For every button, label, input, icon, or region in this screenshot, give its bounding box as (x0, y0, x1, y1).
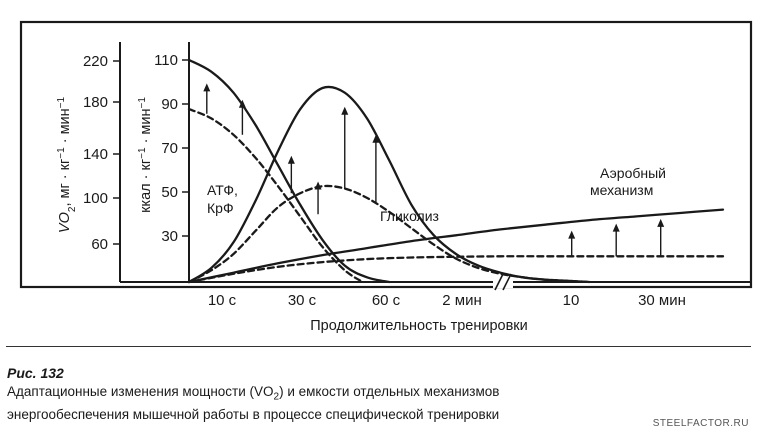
series-line-1 (187, 107, 364, 284)
atp-annotation: КрФ (207, 200, 234, 216)
y-right-label: ккал · кг−1 · мин−1 (137, 97, 155, 213)
aerobic-annotation: механизм (590, 182, 653, 198)
adaptation-arrow (287, 155, 295, 194)
series-line-3 (187, 184, 591, 284)
x-tick: 2 мин (442, 292, 482, 309)
y-left-label: VO2, мг · кг−1 · мин−1 (56, 96, 78, 233)
chart: 220 180 140 100 60 110 90 70 50 30 VO2, … (19, 20, 753, 334)
y-left-tick: 180 (83, 94, 108, 111)
series-line-4 (187, 208, 725, 284)
y-right-tick: 70 (161, 140, 178, 157)
x-tick: 60 с (372, 292, 401, 309)
figure-caption: Адаптационные изменения мощности (VO2) и… (7, 383, 707, 423)
series-line-5 (187, 255, 725, 284)
y-right-tick: 30 (161, 228, 178, 245)
adaptation-arrow (238, 99, 246, 135)
y-right-tick: 110 (154, 52, 178, 69)
x-axis-label: Продолжительность тренировки (310, 318, 527, 334)
y-right-tick: 50 (161, 184, 178, 201)
adaptation-arrow (203, 83, 211, 114)
caption-line1-b: ) и емкости отдельных механизмов (279, 384, 500, 399)
caption-line2: энергообеспечения мышечной работы в проц… (7, 406, 500, 422)
right-ticks: 110 90 70 50 30 (154, 52, 189, 245)
caption-separator (6, 346, 751, 347)
adaptation-arrow (372, 134, 380, 203)
series-line-0 (187, 58, 391, 284)
adaptation-arrow (568, 230, 576, 257)
y-left-tick: 60 (91, 236, 108, 253)
x-tick: 10 (563, 292, 580, 309)
caption-line1-a: Адаптационные изменения мощности (VO (7, 384, 274, 399)
caption-line1-sub: 2 (273, 391, 280, 403)
left-ticks: 220 180 140 100 60 (83, 53, 120, 253)
series-layer (187, 58, 725, 284)
axis-break-mark (493, 273, 513, 291)
aerobic-annotation: Аэробный (600, 165, 666, 181)
adaptation-arrow (612, 223, 620, 257)
y-left-tick: 140 (83, 146, 108, 163)
figure-number: Рис. 132 (7, 365, 64, 381)
y-left-tick: 220 (83, 53, 108, 70)
x-tick: 10 с (208, 292, 237, 309)
watermark: STEELFACTOR.RU (652, 418, 749, 429)
plot-frame (19, 20, 753, 289)
y-right-tick: 90 (161, 96, 178, 113)
glycolysis-annotation: Гликолиз (380, 208, 439, 224)
adaptation-arrow (341, 106, 349, 189)
atp-annotation: АТФ, (207, 182, 238, 198)
x-tick: 30 с (288, 292, 317, 309)
x-tick: 30 мин (638, 292, 686, 309)
adaptation-arrow (657, 218, 665, 257)
y-left-tick: 100 (83, 190, 108, 207)
adaptation-arrow (314, 181, 322, 215)
arrow-layer (203, 83, 665, 257)
